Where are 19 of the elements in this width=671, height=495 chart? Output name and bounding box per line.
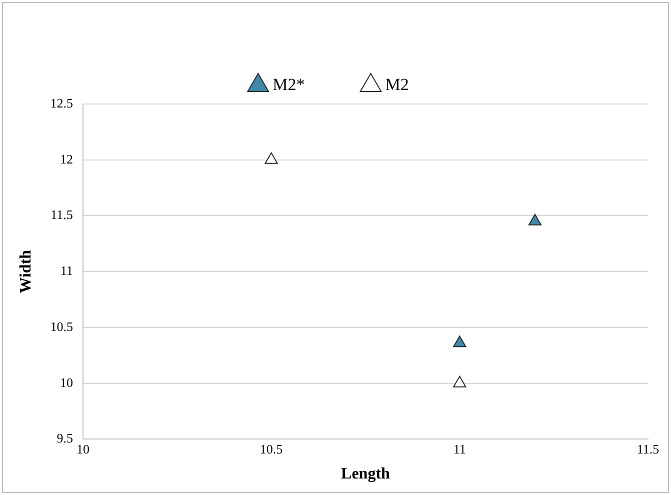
point (453, 336, 466, 348)
x-tick-label: 10 (76, 441, 90, 456)
legend-label: M2 (385, 74, 409, 94)
y-tick-label: 11 (60, 263, 73, 278)
y-tick-label: 9.5 (56, 430, 73, 446)
y-tick-label: 10 (60, 374, 73, 390)
point (453, 376, 466, 388)
y-tick-label: 12 (60, 151, 73, 166)
legend-label: M2* (272, 74, 305, 94)
point (528, 214, 542, 226)
y-axis-title: Width (18, 250, 35, 294)
y-tick-label: 12.5 (50, 95, 73, 110)
x-tick-label: 11 (453, 441, 466, 456)
y-tick-label: 11.5 (50, 207, 73, 222)
x-tick-label: 11.5 (636, 441, 660, 456)
x-axis-title: Length (341, 466, 390, 483)
x-tick-label: 10.5 (260, 441, 283, 456)
y-tick-label: 10.5 (50, 318, 73, 334)
point (264, 152, 278, 164)
